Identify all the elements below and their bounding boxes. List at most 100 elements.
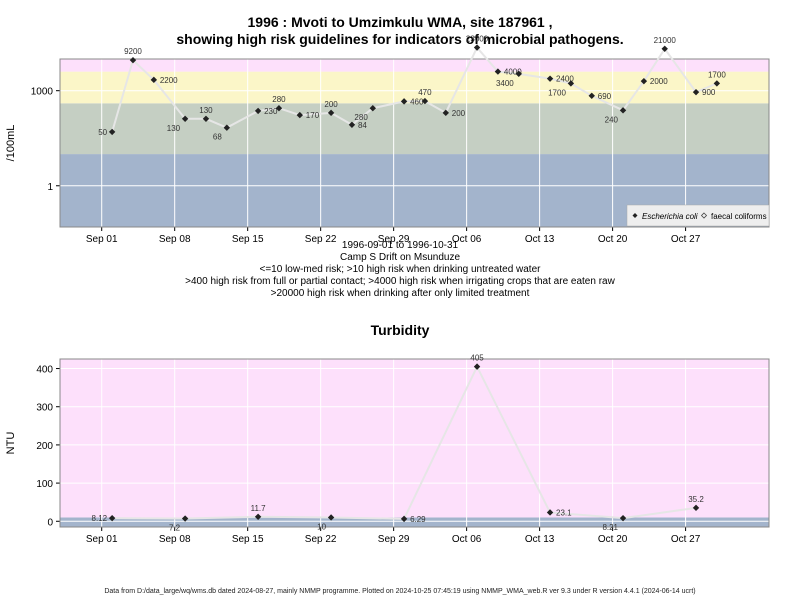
subtitle-guideline-1: <=10 low-med risk; >10 high risk when dr… <box>259 264 541 275</box>
subtitle-guideline-3: >20000 high risk when drinking after onl… <box>270 288 530 299</box>
y-tick-label: 200 <box>36 441 53 452</box>
data-point <box>494 68 502 75</box>
x-tick-label: Sep 22 <box>305 234 337 245</box>
data-label: 2000 <box>650 77 668 86</box>
plot-frame <box>59 358 770 528</box>
turbidity-title: Turbidity <box>370 322 430 338</box>
y-axis-label: NTU <box>5 432 17 455</box>
data-label: 68 <box>213 133 222 142</box>
data-point <box>473 363 481 370</box>
x-tick-label: Sep 15 <box>232 234 264 245</box>
data-point <box>369 105 376 112</box>
x-tick-label: Oct 20 <box>598 534 628 545</box>
y-tick-label: 100 <box>36 479 53 490</box>
x-tick-label: Sep 01 <box>86 234 118 245</box>
legend-marker-faecal <box>700 212 708 219</box>
data-label: 460 <box>410 97 424 106</box>
x-tick-label: Sep 08 <box>159 534 191 545</box>
y-tick-label: 300 <box>36 403 53 414</box>
data-point <box>619 107 627 114</box>
data-label: 200 <box>452 109 466 118</box>
x-tick-label: Oct 27 <box>671 234 701 245</box>
data-point <box>327 514 335 521</box>
y-tick-label: 400 <box>36 365 53 376</box>
data-point <box>348 121 356 128</box>
data-point <box>567 80 575 87</box>
data-label: 1700 <box>548 88 566 97</box>
data-point <box>692 504 700 512</box>
data-point <box>619 514 627 522</box>
risk-band-0-2 <box>60 71 769 104</box>
data-point <box>254 513 262 521</box>
legend-box <box>626 204 770 227</box>
data-label: 230 <box>264 107 278 116</box>
data-label: 130 <box>167 124 181 133</box>
data-label: 4000 <box>504 68 522 77</box>
risk-band-0-3 <box>60 59 769 72</box>
data-label: 405 <box>470 354 484 363</box>
data-point <box>254 107 262 115</box>
risk-band-1-1 <box>60 359 769 518</box>
chart-title-line1: 1996 : Mvoti to Umzimkulu WMA, site 1879… <box>247 14 553 30</box>
x-tick-label: Sep 29 <box>378 534 410 545</box>
footer-note: Data from D:/data_large/wq/wms.db dated … <box>104 588 696 595</box>
x-tick-label: Sep 22 <box>305 534 337 545</box>
risk-band-0-1 <box>60 103 769 155</box>
data-point <box>546 509 554 516</box>
data-point <box>150 76 158 84</box>
data-point <box>400 98 408 105</box>
plot-frame <box>59 58 770 228</box>
legend-label-ecoli: Escherichia coli <box>642 212 698 221</box>
data-point <box>713 80 721 87</box>
x-tick-label: Sep 01 <box>86 534 118 545</box>
data-point <box>181 515 189 522</box>
data-label: 21000 <box>654 36 677 45</box>
data-label: 470 <box>418 88 432 97</box>
data-label: 200 <box>324 100 338 109</box>
data-point <box>692 88 700 96</box>
data-label: 170 <box>306 111 320 120</box>
data-label: 8.21 <box>602 523 618 532</box>
data-label: 1700 <box>708 70 726 79</box>
y-tick-label: 1 <box>47 182 53 193</box>
data-label: 8.12 <box>92 514 108 523</box>
data-point <box>640 77 648 85</box>
data-label: 3400 <box>496 79 514 88</box>
data-label: 9200 <box>124 47 142 56</box>
series-line <box>111 45 718 133</box>
data-label: 84 <box>358 121 367 130</box>
data-point <box>129 56 137 64</box>
chart-title-line2: showing high risk guidelines for indicat… <box>176 31 624 47</box>
data-point <box>181 115 189 122</box>
risk-band-1-0 <box>60 517 769 527</box>
x-tick-label: Sep 29 <box>378 234 410 245</box>
data-point <box>400 515 408 523</box>
subtitle-site: Camp S Drift on Msunduze <box>339 252 461 263</box>
data-label: 2200 <box>160 76 178 85</box>
data-point <box>108 514 116 522</box>
data-label: 7.2 <box>169 524 181 533</box>
data-point <box>515 70 522 78</box>
y-axis-label: /100mL <box>5 125 17 162</box>
legend-label-faecal: faecal coliforms <box>711 212 767 221</box>
subtitle-date-range: 1996-09-01 to 1996-10-31 <box>341 240 459 251</box>
data-label: 50 <box>98 128 107 137</box>
data-label: 6.29 <box>410 515 426 524</box>
data-point <box>223 124 231 131</box>
data-point <box>327 109 335 117</box>
data-point <box>202 115 210 122</box>
data-point <box>421 97 429 105</box>
data-point <box>108 128 116 136</box>
data-point <box>588 92 595 99</box>
x-tick-label: Oct 13 <box>525 234 555 245</box>
x-tick-label: Oct 20 <box>598 234 628 245</box>
data-label: 11.7 <box>251 504 267 513</box>
data-label: 10 <box>317 522 326 531</box>
data-label: 240 <box>605 115 619 124</box>
data-label: 2400 <box>556 75 574 84</box>
x-tick-label: Oct 06 <box>452 534 482 545</box>
y-tick-label: 1000 <box>31 87 54 98</box>
x-tick-label: Oct 13 <box>525 534 555 545</box>
data-label: 280 <box>354 113 368 122</box>
